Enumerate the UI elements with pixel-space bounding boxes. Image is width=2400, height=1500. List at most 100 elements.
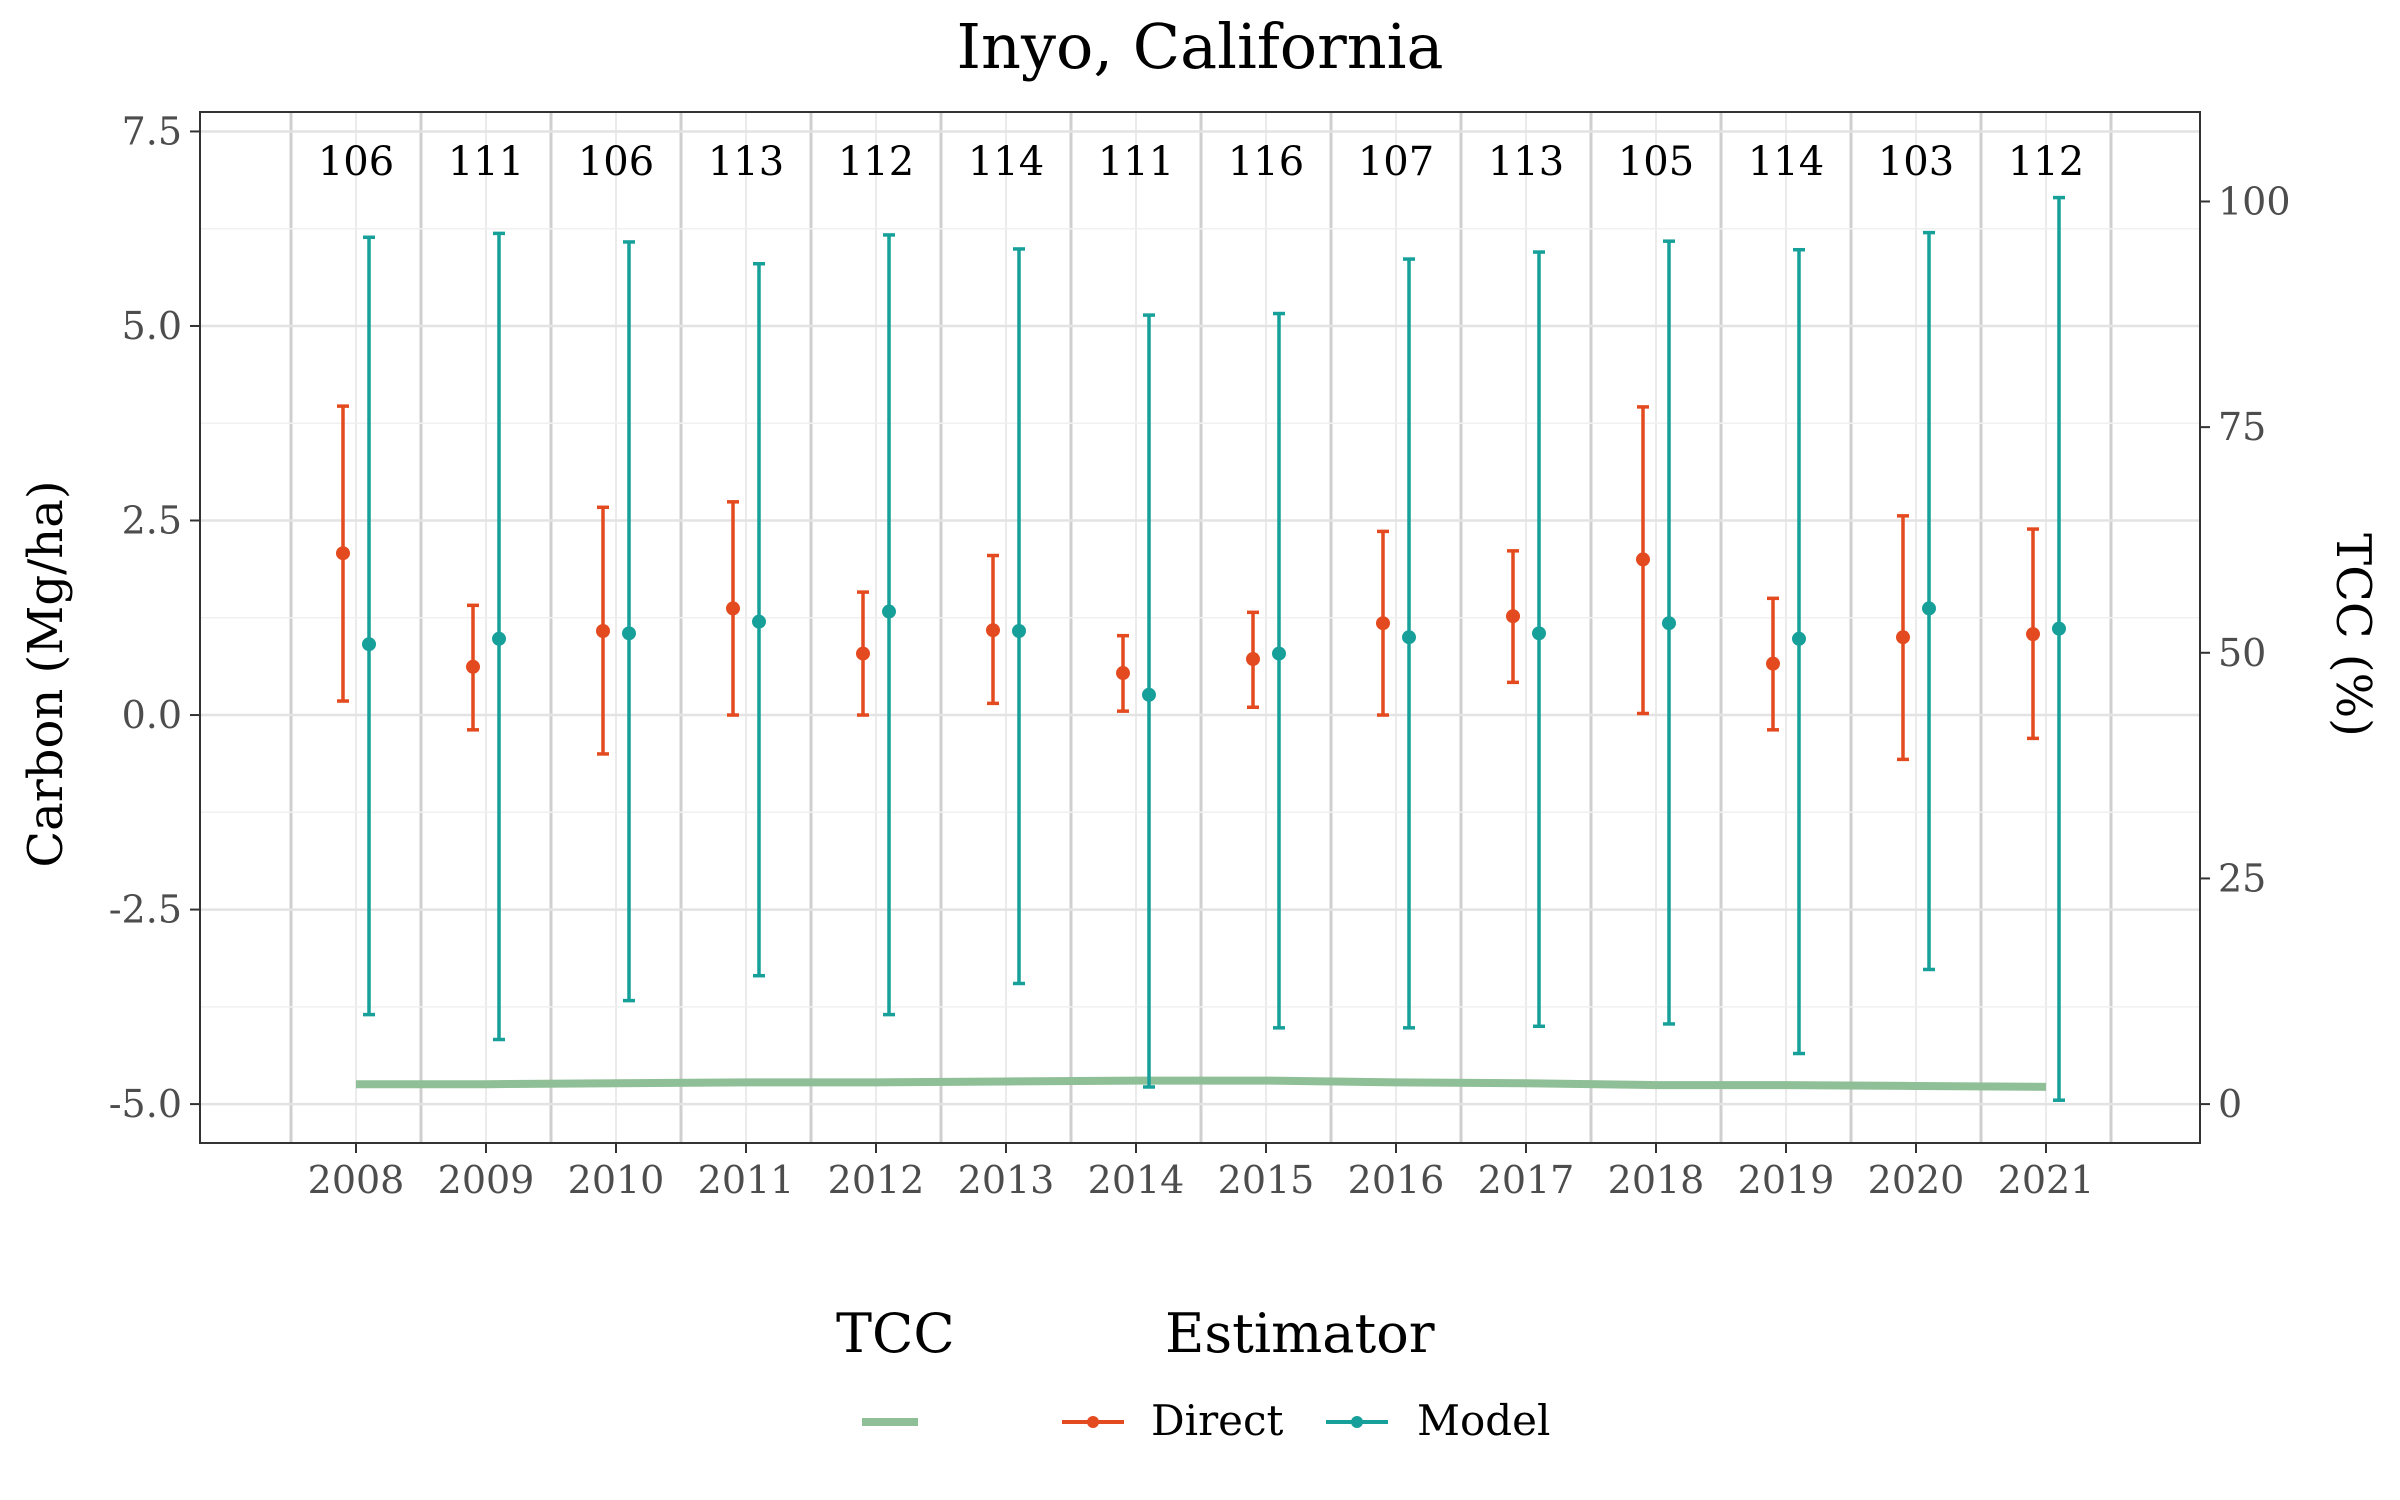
legend-label-direct: Direct	[1151, 1396, 1284, 1445]
legend-key-model	[1326, 1416, 1388, 1428]
point-direct	[1376, 616, 1390, 631]
point-direct	[986, 623, 1000, 638]
errorbar-model	[362, 235, 376, 1017]
point-direct	[336, 546, 350, 561]
point-direct	[466, 659, 480, 674]
chart-title: Inyo, California	[957, 10, 1444, 83]
point-direct	[596, 624, 610, 639]
point-direct	[1636, 552, 1650, 567]
count-label: 114	[1748, 139, 1824, 185]
errorbar-direct	[1376, 529, 1390, 717]
errorbar-model	[1792, 247, 1806, 1056]
errorbar-direct	[466, 603, 480, 732]
axis-layer: 7.5 5.0 2.5 0.0 -2.5 -5.0 100 75 50 25 0 2008 2009 20…	[109, 109, 2291, 1202]
y2-axis-tick-label: 75	[2218, 405, 2266, 449]
legend-label-model: Model	[1417, 1396, 1550, 1445]
y-axis-tick-label: 0.0	[122, 693, 182, 737]
plot-panel-border	[199, 111, 2201, 1144]
point-model	[1402, 630, 1416, 645]
y2-axis-title: TCC (%)	[2325, 533, 2381, 737]
errorbar-direct	[1506, 549, 1520, 685]
y-axis-title: Carbon (Mg/ha)	[18, 480, 74, 867]
point-direct	[856, 646, 870, 661]
x-axis-tick-label: 2019	[1738, 1158, 1835, 1202]
errorbar-direct	[726, 500, 740, 717]
point-model	[1532, 626, 1546, 641]
point-model	[492, 631, 506, 646]
point-direct	[1506, 609, 1520, 624]
errorbar-model	[882, 233, 896, 1017]
errorbar-direct	[1246, 610, 1260, 710]
legend-title-tcc: TCC	[836, 1302, 955, 1365]
errorbar-direct	[2026, 527, 2040, 741]
count-label: 114	[968, 139, 1044, 185]
point-direct	[2026, 627, 2040, 642]
errorbar-direct	[596, 505, 610, 756]
count-label: 112	[2008, 139, 2084, 185]
count-label: 106	[578, 139, 654, 185]
x-axis-tick-label: 2012	[828, 1158, 925, 1202]
errorbar-model	[1402, 257, 1416, 1030]
y2-axis-tick-label: 50	[2218, 631, 2266, 675]
errorbar-direct	[1116, 633, 1130, 713]
point-model	[882, 604, 896, 619]
point-model	[362, 637, 376, 652]
x-axis-tick-label: 2010	[568, 1158, 665, 1202]
x-axis-tick-label: 2016	[1348, 1158, 1445, 1202]
y-axis-tick-label: -2.5	[109, 888, 182, 932]
point-model	[1012, 624, 1026, 639]
count-label: 107	[1358, 139, 1434, 185]
point-model	[752, 614, 766, 629]
count-label: 112	[838, 139, 914, 185]
x-axis-tick-label: 2018	[1608, 1158, 1705, 1202]
errorbar-direct	[856, 590, 870, 717]
errorbar-layer	[336, 195, 2066, 1102]
tcc-line-layer	[356, 1076, 2047, 1091]
y-axis-tick-label: 7.5	[122, 109, 182, 153]
point-direct	[1246, 652, 1260, 667]
point-direct	[1116, 666, 1130, 681]
grid-layer	[200, 112, 2200, 1143]
x-axis-tick-label: 2008	[308, 1158, 405, 1202]
point-direct	[726, 601, 740, 616]
x-axis-tick-label: 2017	[1478, 1158, 1575, 1202]
count-label: 111	[1098, 139, 1174, 185]
y-axis-tick-label: 2.5	[122, 499, 182, 543]
y2-axis-tick-label: 100	[2218, 179, 2291, 223]
x-axis-tick-label: 2011	[698, 1158, 795, 1202]
errorbar-model	[1142, 313, 1156, 1089]
count-label: 116	[1228, 139, 1304, 185]
point-direct	[1896, 630, 1910, 645]
point-model	[1792, 631, 1806, 646]
errorbar-model	[1012, 247, 1026, 986]
x-axis-tick-label: 2020	[1868, 1158, 1965, 1202]
count-label: 106	[318, 139, 394, 185]
count-label: 113	[1488, 139, 1564, 185]
errorbar-direct	[336, 404, 350, 703]
errorbar-direct	[986, 553, 1000, 706]
errorbar-model	[622, 240, 636, 1003]
legend: TCC Estimator Direct Model	[836, 1302, 1550, 1445]
point-model	[2052, 621, 2066, 636]
x-axis-tick-label: 2009	[438, 1158, 535, 1202]
errorbar-direct	[1636, 405, 1650, 716]
point-model	[1272, 646, 1286, 661]
point-model	[622, 626, 636, 641]
tcc-series-line	[356, 1076, 2047, 1091]
point-model	[1662, 616, 1676, 631]
point-model	[1922, 601, 1936, 616]
y-axis-tick-label: -5.0	[109, 1082, 182, 1126]
x-axis-tick-label: 2014	[1088, 1158, 1185, 1202]
errorbar-model	[492, 231, 506, 1042]
legend-title-estimator: Estimator	[1165, 1302, 1435, 1365]
y2-axis-tick-label: 0	[2218, 1082, 2242, 1126]
errorbar-direct	[1896, 514, 1910, 762]
x-axis-tick-label: 2021	[1998, 1158, 2095, 1202]
errorbar-direct	[1766, 596, 1780, 732]
count-label: 111	[448, 139, 524, 185]
errorbar-model	[1532, 250, 1546, 1029]
count-label: 105	[1618, 139, 1694, 185]
errorbar-model	[1922, 230, 1936, 972]
count-label: 113	[708, 139, 784, 185]
